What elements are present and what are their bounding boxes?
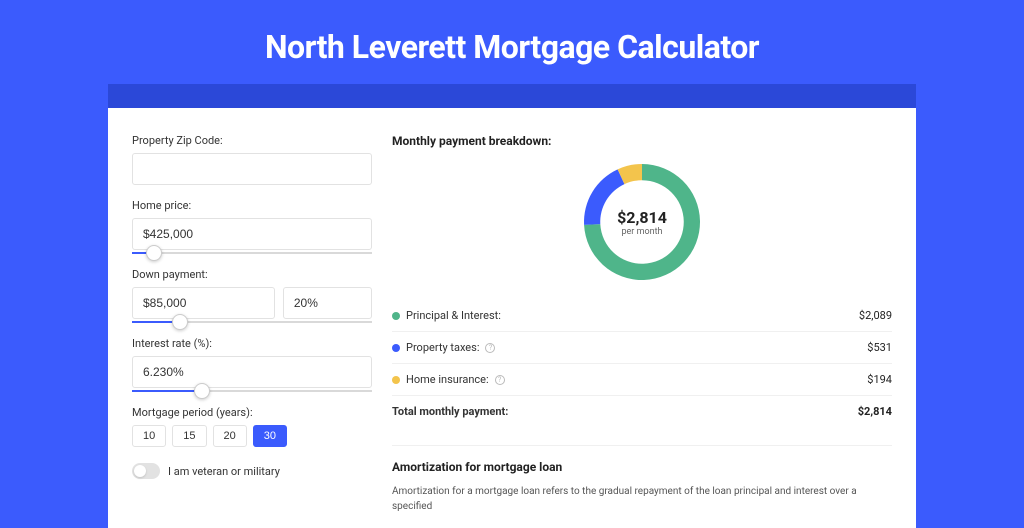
total-label: Total monthly payment:	[392, 405, 508, 418]
header-band	[108, 84, 916, 108]
veteran-toggle-row: I am veteran or military	[132, 463, 372, 479]
veteran-toggle[interactable]	[132, 463, 160, 479]
breakdown-title: Monthly payment breakdown:	[392, 134, 892, 148]
page-title: North Leverett Mortgage Calculator	[0, 0, 1024, 84]
breakdown-column: Monthly payment breakdown: $2,814 per mo…	[392, 134, 892, 528]
donut-wrap: $2,814 per month	[392, 162, 892, 282]
down-payment-label: Down payment:	[132, 268, 372, 281]
down-payment-group: Down payment:	[132, 268, 372, 323]
zip-label: Property Zip Code:	[132, 134, 372, 147]
veteran-label: I am veteran or military	[168, 465, 280, 478]
donut-chart: $2,814 per month	[582, 162, 702, 282]
home-price-input[interactable]	[132, 218, 372, 250]
down-payment-slider[interactable]	[132, 321, 372, 323]
breakdown-label-text: Home insurance:	[406, 373, 489, 386]
amortization-text: Amortization for a mortgage loan refers …	[392, 484, 892, 514]
breakdown-label: Home insurance:?	[392, 373, 505, 386]
breakdown-row-property_taxes: Property taxes:? $531	[392, 331, 892, 363]
zip-field-group: Property Zip Code:	[132, 134, 372, 185]
down-payment-amount-input[interactable]	[132, 287, 275, 319]
breakdown-row-principal_interest: Principal & Interest: $2,089	[392, 300, 892, 331]
home-price-group: Home price:	[132, 199, 372, 254]
breakdown-label: Property taxes:?	[392, 341, 495, 354]
color-dot	[392, 312, 400, 320]
info-icon[interactable]: ?	[495, 375, 505, 385]
donut-amount: $2,814	[617, 208, 667, 227]
slider-thumb[interactable]	[172, 314, 188, 330]
period-30-button[interactable]: 30	[253, 425, 287, 447]
slider-thumb[interactable]	[146, 245, 162, 261]
breakdown-value: $531	[867, 341, 892, 354]
donut-center: $2,814 per month	[582, 162, 702, 282]
breakdown-value: $2,089	[859, 309, 892, 322]
period-10-button[interactable]: 10	[132, 425, 166, 447]
color-dot	[392, 376, 400, 384]
mortgage-period-label: Mortgage period (years):	[132, 406, 372, 419]
interest-rate-slider[interactable]	[132, 390, 372, 392]
total-row: Total monthly payment: $2,814	[392, 395, 892, 427]
breakdown-label: Principal & Interest:	[392, 309, 501, 322]
breakdown-label-text: Principal & Interest:	[406, 309, 501, 322]
interest-rate-input[interactable]	[132, 356, 372, 388]
home-price-slider[interactable]	[132, 252, 372, 254]
breakdown-value: $194	[867, 373, 892, 386]
home-price-label: Home price:	[132, 199, 372, 212]
amortization-title: Amortization for mortgage loan	[392, 445, 892, 474]
total-value: $2,814	[858, 405, 892, 418]
slider-fill	[132, 390, 202, 392]
interest-rate-group: Interest rate (%):	[132, 337, 372, 392]
period-buttons: 10 15 20 30	[132, 425, 372, 447]
calculator-card: Property Zip Code: Home price: Down paym…	[108, 108, 916, 528]
interest-rate-label: Interest rate (%):	[132, 337, 372, 350]
period-15-button[interactable]: 15	[172, 425, 206, 447]
info-icon[interactable]: ?	[485, 343, 495, 353]
breakdown-rows: Principal & Interest: $2,089 Property taxe…	[392, 300, 892, 395]
mortgage-period-group: Mortgage period (years): 10 15 20 30	[132, 406, 372, 447]
period-20-button[interactable]: 20	[213, 425, 247, 447]
breakdown-row-home_insurance: Home insurance:? $194	[392, 363, 892, 395]
donut-sub: per month	[621, 227, 662, 237]
breakdown-label-text: Property taxes:	[406, 341, 479, 354]
form-column: Property Zip Code: Home price: Down paym…	[132, 134, 372, 528]
color-dot	[392, 344, 400, 352]
down-payment-pct-input[interactable]	[283, 287, 372, 319]
zip-input[interactable]	[132, 153, 372, 185]
slider-thumb[interactable]	[194, 383, 210, 399]
